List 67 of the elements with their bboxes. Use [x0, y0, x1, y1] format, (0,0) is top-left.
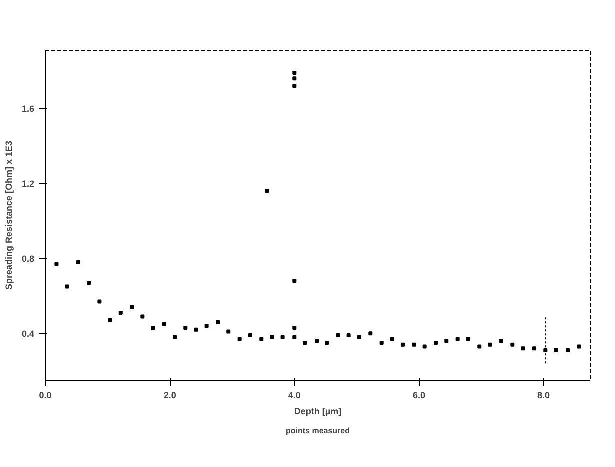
point — [292, 71, 297, 75]
point — [280, 335, 285, 340]
point — [248, 334, 252, 338]
x-axis-title: Depth [µm] — [294, 406, 342, 416]
point — [130, 305, 134, 310]
point — [478, 344, 482, 349]
x-tick-label: 0.0 — [39, 390, 52, 400]
point — [357, 335, 362, 340]
x-tick-label: 2.0 — [164, 390, 176, 400]
point — [162, 322, 166, 326]
point — [380, 341, 384, 345]
point — [566, 348, 570, 352]
x-tick-label: 4.0 — [288, 390, 301, 400]
point — [292, 335, 297, 340]
point — [54, 262, 59, 266]
point — [238, 337, 242, 342]
point — [118, 311, 123, 315]
y-tick-label: 1.6 — [22, 104, 35, 114]
point — [434, 341, 438, 345]
point — [292, 84, 297, 88]
point — [456, 337, 460, 342]
point — [466, 337, 470, 342]
point — [173, 335, 178, 340]
point — [444, 339, 449, 344]
point — [265, 189, 270, 194]
x-tick-label: 6.0 — [412, 390, 426, 400]
y-tick-label: 1.2 — [22, 179, 35, 190]
point — [390, 337, 394, 342]
point — [554, 348, 558, 352]
point — [336, 334, 340, 338]
point — [260, 337, 264, 342]
point — [315, 339, 320, 344]
point — [216, 320, 220, 324]
point — [292, 326, 297, 330]
point — [226, 330, 231, 334]
point — [184, 326, 188, 330]
point — [532, 346, 536, 351]
point — [325, 341, 330, 345]
point — [98, 300, 102, 304]
point — [194, 328, 198, 332]
point — [65, 284, 70, 289]
text: points measured — [286, 426, 350, 436]
point — [303, 341, 308, 345]
point — [151, 326, 156, 330]
point — [521, 346, 526, 351]
point — [510, 342, 515, 347]
point — [292, 76, 297, 81]
point — [577, 344, 582, 349]
y-tick-label: 0.4 — [22, 329, 35, 340]
point — [368, 332, 373, 336]
point — [422, 344, 427, 349]
point — [544, 348, 548, 352]
point — [401, 342, 406, 347]
point — [76, 260, 81, 264]
point — [292, 279, 297, 284]
y-tick-label: 0.8 — [22, 254, 35, 264]
point — [499, 339, 504, 344]
x-tick-label: 8.0 — [538, 390, 550, 400]
point — [346, 334, 351, 338]
point — [412, 342, 416, 347]
point — [108, 318, 112, 322]
point — [204, 324, 209, 328]
point — [270, 335, 274, 340]
point — [488, 342, 492, 347]
point — [87, 281, 92, 285]
y-axis-title: Spreading Resistance [Ohm] x 1E3 — [4, 140, 14, 290]
point — [140, 314, 145, 319]
